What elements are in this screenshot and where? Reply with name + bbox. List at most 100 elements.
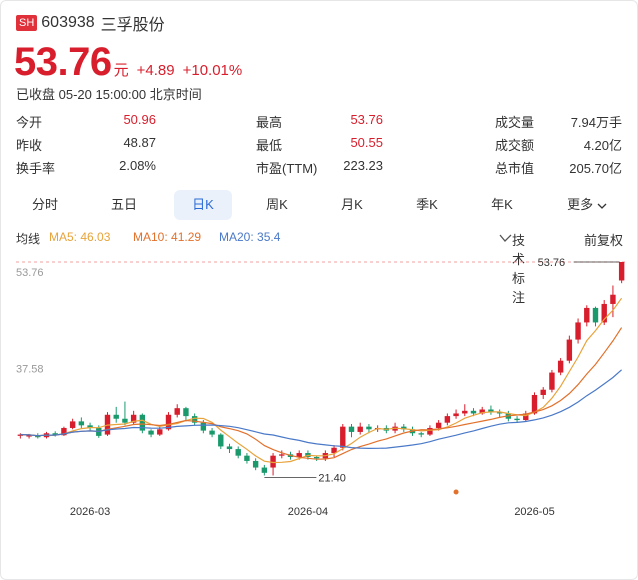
ma10-line: [20, 327, 623, 460]
tech-annotation-button[interactable]: 技术标注: [499, 230, 525, 305]
candle-body: [17, 434, 24, 436]
high-marker-label: 53.76: [538, 257, 566, 269]
tab-quarterly-k[interactable]: 季K: [416, 197, 438, 212]
candle-body: [610, 294, 616, 304]
candle-body: [122, 418, 128, 423]
x-tick-label: 2026-03: [70, 506, 110, 518]
stats-row: 换手率 2.08% 市盈(TTM) 223.23 总市值 205.70亿: [16, 158, 624, 181]
candle-body: [496, 412, 503, 414]
candle-body: [261, 467, 268, 473]
stats-grid: 今开 50.96 最高 53.76 成交量 7.94万手 昨收 48.87 最低…: [16, 112, 624, 181]
price-row: 53.76 元 +4.89 +10.01%: [14, 40, 242, 85]
candle-body: [618, 262, 625, 281]
stat-label: 最低: [256, 138, 283, 153]
candle-body: [235, 449, 241, 456]
candle-body: [453, 413, 459, 417]
candle-body: [139, 414, 146, 431]
candle-body: [270, 455, 276, 468]
x-tick-label: 2026-05: [514, 506, 554, 518]
candle-body: [357, 426, 363, 432]
candle-body: [183, 408, 189, 417]
candle-body: [601, 303, 607, 323]
fq-button[interactable]: 前复权: [584, 233, 624, 248]
stat-label: 最高: [256, 115, 283, 130]
candle-body: [252, 460, 259, 468]
stat-label: 成交量: [495, 115, 535, 130]
candle-body: [279, 454, 285, 456]
candle-body: [69, 421, 76, 428]
candle-body: [592, 307, 599, 323]
candle-body: [165, 414, 172, 430]
stat-value: 2.08%: [119, 158, 156, 173]
candle-body: [226, 446, 233, 450]
stat-value: 223.23: [343, 158, 383, 173]
ma-title: 均线: [16, 232, 41, 246]
stat-value: 7.94万手: [570, 115, 622, 130]
candle-body: [244, 455, 250, 461]
tab-weekly-k[interactable]: 周K: [266, 197, 288, 212]
candle-body: [52, 433, 58, 436]
chevron-down-icon: [597, 203, 607, 209]
candle-body: [488, 409, 494, 413]
candle-body: [218, 434, 224, 447]
candle-body: [566, 339, 573, 361]
stats-row: 昨收 48.87 最低 50.55 成交额 4.20亿: [16, 135, 624, 158]
tab-five-day[interactable]: 五日: [110, 197, 137, 212]
price-change-pct: +10.01%: [182, 62, 243, 79]
ma5-line: [20, 297, 623, 464]
tech-annotation-label: 技术标注: [512, 233, 526, 305]
candle-body: [462, 410, 468, 414]
tab-monthly-k[interactable]: 月K: [341, 197, 363, 212]
stat-value: 50.55: [350, 135, 383, 150]
candle-body: [514, 418, 520, 421]
kline-chart[interactable]: 53.76 37.58 53.76 21.40 2026-03 2026-04 2026-0…: [0, 250, 638, 530]
candle-body: [26, 435, 32, 437]
stat-value: 205.70亿: [569, 161, 622, 176]
current-price: 53.76: [14, 40, 112, 84]
stock-code: 603938: [41, 14, 95, 31]
stock-name: 三孚股份: [100, 17, 165, 34]
candle-body: [479, 409, 485, 414]
stat-value: 53.76: [350, 112, 383, 127]
candle-body: [444, 416, 451, 423]
ma20-value: MA20: 35.4: [219, 230, 281, 244]
candle-body: [200, 422, 207, 431]
stat-label: 换手率: [16, 161, 56, 176]
candle-body: [78, 421, 85, 426]
candle-body: [435, 422, 442, 428]
candle-body: [174, 408, 180, 415]
stat-label: 总市值: [495, 161, 535, 176]
tab-yearly-k[interactable]: 年K: [491, 197, 513, 212]
candle-body: [575, 322, 581, 340]
candle-body: [148, 430, 154, 435]
stat-value: 50.96: [123, 112, 156, 127]
candle-body: [209, 430, 215, 435]
candle-body: [540, 389, 546, 395]
tab-intraday[interactable]: 分时: [31, 197, 58, 212]
candle-body: [113, 414, 119, 419]
stat-value: 48.87: [123, 135, 156, 150]
tab-daily-k[interactable]: 日K: [174, 190, 232, 220]
event-dot: [453, 489, 459, 495]
candle-body: [87, 425, 93, 428]
candle-body: [584, 307, 590, 323]
candle-body: [191, 416, 198, 423]
candle-body: [157, 429, 163, 435]
stat-label: 今开: [16, 115, 43, 130]
stat-label: 成交额: [495, 138, 535, 153]
candle-body: [418, 433, 424, 435]
stats-row: 今开 50.96 最高 53.76 成交量 7.94万手: [16, 112, 624, 135]
candle-body: [340, 426, 346, 448]
candle-body: [427, 427, 433, 435]
candle-body: [401, 426, 407, 430]
tab-more[interactable]: 更多: [554, 190, 620, 220]
market-badge: SH: [16, 15, 38, 31]
stat-label: 昨收: [16, 138, 43, 153]
candle-body: [549, 372, 555, 390]
candle-body: [313, 456, 320, 459]
candle-body: [531, 394, 538, 414]
candle-body: [557, 360, 564, 373]
ma-legend: 均线 MA5: 46.03 MA10: 41.29 MA20: 35.4 技术标…: [16, 230, 626, 305]
candle-body: [130, 414, 137, 423]
